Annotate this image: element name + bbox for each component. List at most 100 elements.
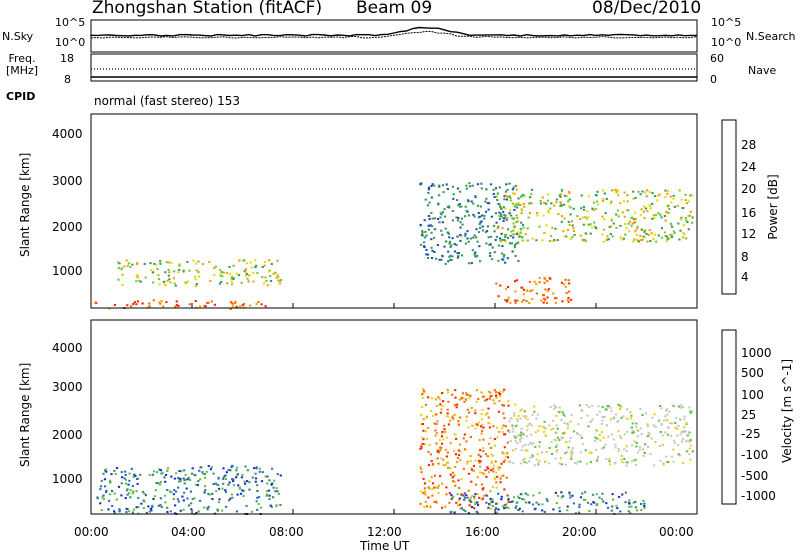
echo-cell xyxy=(453,404,457,407)
echo-cell xyxy=(597,203,600,206)
echo-cell xyxy=(651,192,654,194)
echo-cell xyxy=(273,479,276,482)
echo-cell xyxy=(117,267,120,269)
echo-cell xyxy=(256,508,259,511)
echo-cell xyxy=(218,487,221,490)
echo-cell xyxy=(140,502,143,505)
echo-cell xyxy=(639,234,642,237)
echo-cell xyxy=(538,425,541,428)
echo-cell xyxy=(570,413,573,416)
echo-cell xyxy=(588,451,591,454)
echo-cell xyxy=(439,411,442,414)
echo-cell xyxy=(199,499,202,502)
echo-cell xyxy=(178,269,181,271)
echo-cell xyxy=(448,242,451,245)
echo-cell xyxy=(474,251,477,254)
echo-cell xyxy=(538,281,541,284)
echo-cell xyxy=(423,482,426,485)
echo-cell xyxy=(169,281,172,284)
echo-cell xyxy=(451,476,454,479)
echo-cell xyxy=(563,235,566,238)
echo-cell xyxy=(427,188,430,191)
echo-cell xyxy=(490,235,493,238)
echo-cell xyxy=(129,496,132,499)
echo-cell xyxy=(532,442,535,445)
echo-cell xyxy=(533,464,536,467)
echo-cell xyxy=(497,244,500,247)
echo-cell xyxy=(633,222,636,225)
echo-cell xyxy=(482,450,485,453)
echo-cell xyxy=(151,473,154,476)
echo-cell xyxy=(159,469,162,472)
velocity-cbar-tick: -1000 xyxy=(741,489,776,503)
echo-cell xyxy=(423,236,427,239)
echo-cell xyxy=(555,198,558,201)
echo-cell xyxy=(493,230,496,233)
echo-cell xyxy=(142,499,145,502)
x-tick: 00:00 xyxy=(659,525,694,539)
echo-cell xyxy=(624,501,627,504)
echo-cell xyxy=(679,433,682,436)
echo-cell xyxy=(442,191,445,194)
echo-cell xyxy=(497,508,500,511)
echo-cell xyxy=(621,211,624,214)
echo-cell xyxy=(506,452,509,455)
echo-cell xyxy=(456,235,459,238)
echo-cell xyxy=(485,398,488,401)
echo-cell xyxy=(429,506,432,509)
echo-cell xyxy=(241,473,244,476)
echo-cell xyxy=(222,475,225,478)
echo-cell xyxy=(422,241,426,244)
echo-cell xyxy=(422,418,425,421)
echo-cell xyxy=(685,237,688,240)
echo-cell xyxy=(440,213,443,216)
echo-cell xyxy=(628,499,631,502)
echo-cell xyxy=(554,227,557,230)
echo-cell xyxy=(148,510,151,513)
echo-cell xyxy=(486,412,489,415)
echo-cell xyxy=(484,469,487,472)
echo-cell xyxy=(517,241,520,244)
echo-cell xyxy=(435,501,438,504)
echo-cell xyxy=(507,228,510,231)
echo-cell xyxy=(252,280,255,283)
echo-cell xyxy=(468,472,471,475)
echo-cell xyxy=(682,437,685,440)
echo-cell xyxy=(634,506,637,509)
echo-cell xyxy=(165,301,168,304)
echo-cell xyxy=(470,468,474,471)
echo-cell xyxy=(235,272,238,275)
echo-cell xyxy=(421,231,424,234)
echo-cell xyxy=(534,431,537,434)
echo-cell xyxy=(514,290,517,293)
echo-cell xyxy=(587,405,590,408)
echo-cell xyxy=(278,282,281,285)
echo-cell xyxy=(127,492,131,495)
echo-cell xyxy=(643,451,646,454)
echo-cell xyxy=(487,390,490,393)
echo-cell xyxy=(420,445,423,448)
echo-cell xyxy=(661,434,664,437)
echo-cell xyxy=(433,217,437,220)
echo-cell xyxy=(253,467,256,470)
echo-cell xyxy=(541,509,544,512)
echo-cell xyxy=(526,435,529,438)
echo-cell xyxy=(615,226,618,229)
echo-cell xyxy=(560,491,563,494)
echo-cell xyxy=(136,276,139,279)
echo-cell xyxy=(499,481,502,484)
echo-cell xyxy=(424,403,427,406)
echo-cell xyxy=(479,205,482,208)
nsky-label: N.Sky xyxy=(2,30,34,43)
echo-cell xyxy=(526,418,529,421)
echo-cell xyxy=(439,403,442,406)
echo-cell xyxy=(520,427,523,430)
echo-cell xyxy=(591,493,594,496)
echo-cell xyxy=(488,422,491,425)
echo-cell xyxy=(494,212,497,215)
echo-cell xyxy=(245,262,248,265)
echo-cell xyxy=(438,194,441,197)
echo-cell xyxy=(682,236,685,239)
echo-cell xyxy=(180,470,183,473)
echo-cell xyxy=(430,185,433,187)
